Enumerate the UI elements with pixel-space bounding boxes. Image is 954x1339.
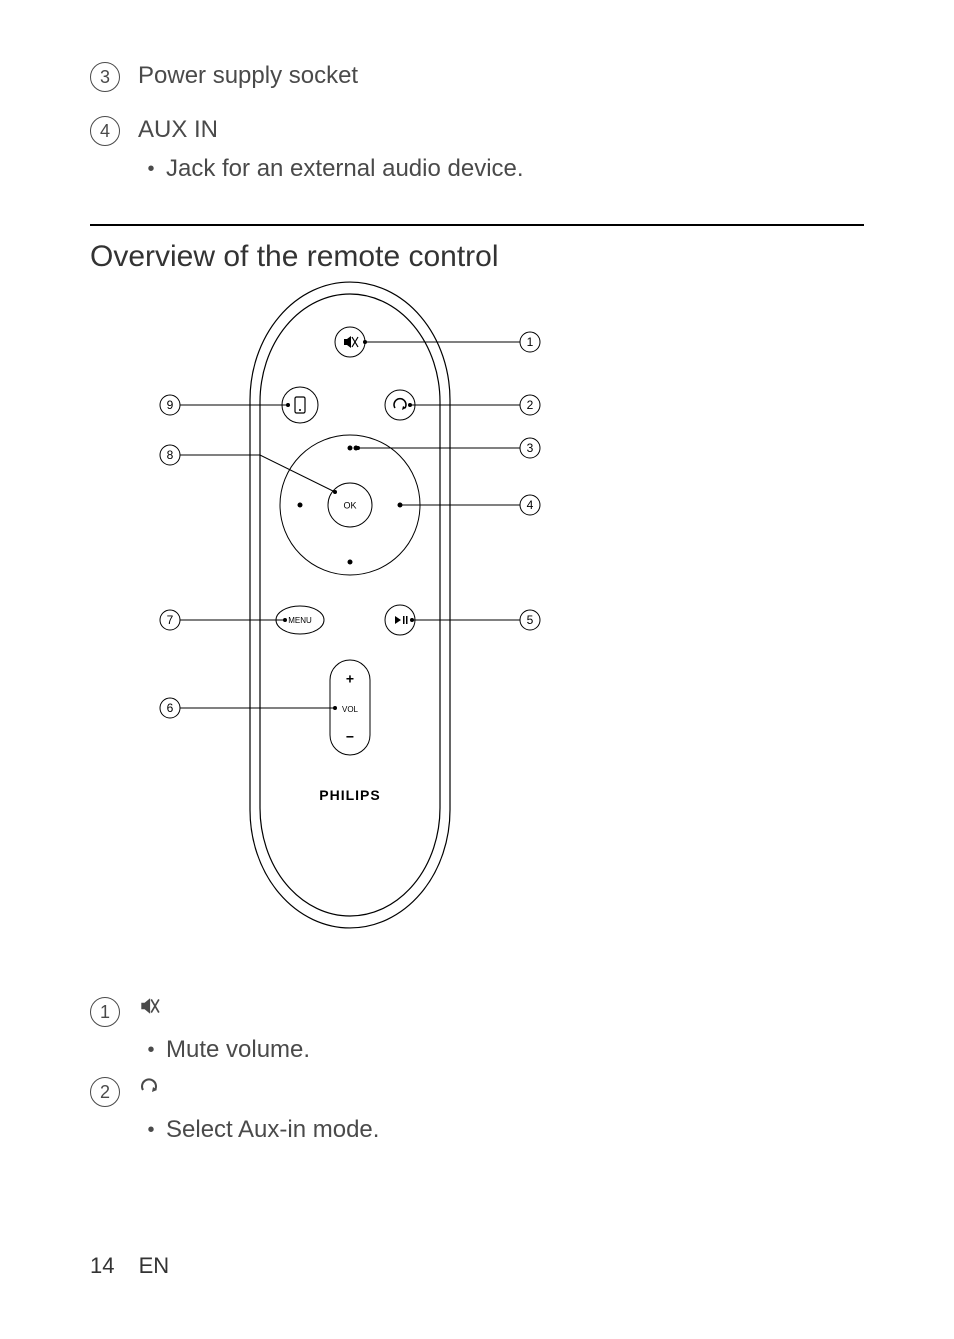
svg-text:7: 7 [167,613,174,627]
vol-label: VOL [342,705,359,714]
vol-plus: + [346,671,354,687]
svg-text:5: 5 [527,613,534,627]
circled-number: 4 [90,116,120,146]
nav-left-dot [298,503,303,508]
callout-9: 9 [160,395,290,415]
legend-item-2: 2 [90,1075,864,1107]
page-language: EN [139,1253,170,1278]
svg-text:6: 6 [167,701,174,715]
callout-7: 7 [160,610,287,630]
circled-number: 3 [90,62,120,92]
legend-text: Select Aux-in mode. [166,1115,379,1145]
aux-icon [138,1075,160,1102]
vol-minus: − [346,729,354,745]
bullet: • [136,1035,166,1065]
legend-item-1: 1 [90,995,864,1027]
page-number: 14 [90,1253,114,1278]
nav-up-dot [348,446,353,451]
sub-text: Jack for an external audio device. [166,154,524,184]
page-footer: 14 EN [90,1253,169,1279]
mute-button [335,327,365,357]
nav-down-dot [348,560,353,565]
circled-number: 2 [90,1077,120,1107]
ok-label: OK [343,500,356,510]
legend-sub-1: • Mute volume. [136,1035,864,1065]
manual-page: 3 Power supply socket 4 AUX IN • Jack fo… [0,0,954,1339]
callout-5: 5 [410,610,540,630]
svg-text:4: 4 [527,498,534,512]
item-label: AUX IN [138,114,218,146]
mute-icon [138,995,160,1022]
list-item-4: 4 AUX IN [90,114,864,146]
item-sub: • Jack for an external audio device. [136,154,864,184]
svg-text:8: 8 [167,448,174,462]
circled-number: 1 [90,997,120,1027]
callout-1: 1 [363,332,540,352]
menu-label: MENU [288,616,312,625]
item-label: Power supply socket [138,60,358,92]
svg-text:2: 2 [527,398,534,412]
callout-2: 2 [408,395,540,415]
svg-text:9: 9 [167,398,174,412]
legend-sub-2: • Select Aux-in mode. [136,1115,864,1145]
callout-6: 6 [160,698,337,718]
brand-label: PHILIPS [319,787,380,803]
svg-text:1: 1 [527,335,534,349]
section-title: Overview of the remote control [90,240,864,274]
bullet: • [136,154,166,184]
section-divider [90,224,864,226]
remote-outline [250,282,450,928]
svg-text:3: 3 [527,441,534,455]
remote-inner-outline [260,294,440,916]
ok-button: OK [328,483,372,527]
legend-text: Mute volume. [166,1035,310,1065]
bullet: • [136,1115,166,1145]
remote-diagram: OK MENU [140,280,864,965]
list-item-3: 3 Power supply socket [90,60,864,92]
